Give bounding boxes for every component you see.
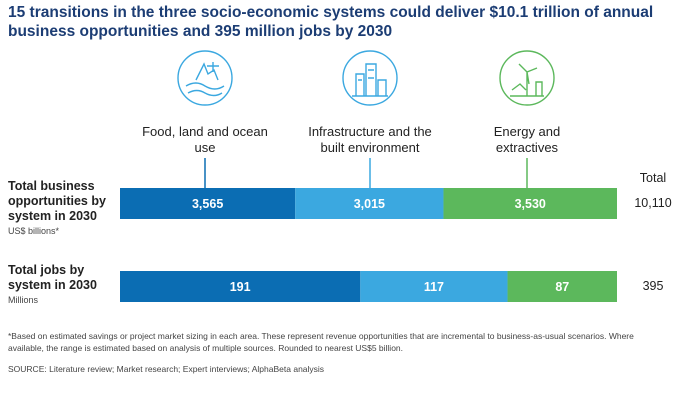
system-label: Infrastructure and the built environment [308, 124, 432, 155]
energy-icon [499, 50, 555, 106]
row-label: Total business opportunities by system i… [8, 179, 120, 239]
row-unit: Millions [8, 295, 39, 305]
icons [177, 50, 555, 106]
row-title: Total jobs by system in 2030 [8, 263, 97, 292]
row-unit: US$ billions* [8, 226, 60, 236]
bar-value-label: 3,015 [354, 197, 385, 211]
row-total: 395 [642, 279, 664, 293]
food-icon [177, 50, 233, 106]
bar-value-label: 117 [424, 280, 444, 294]
source: SOURCE: Literature review; Market resear… [8, 364, 325, 374]
footnote: *Based on estimated savings or project m… [8, 331, 634, 353]
system-label: Energy and extractives [493, 124, 561, 155]
bar-segment [120, 271, 361, 302]
row-total: 10,110 [634, 196, 672, 210]
bar-segment [507, 271, 617, 302]
infrastructure-icon [342, 50, 398, 106]
row-title: Total business opportunities by system i… [8, 179, 106, 223]
bar-value-label: 191 [230, 280, 251, 294]
system-label: Food, land and ocean use [142, 124, 268, 155]
bar-value-label: 3,530 [515, 197, 546, 211]
bar-segment [443, 188, 617, 219]
title: 15 transitions in the three socio-econom… [8, 4, 654, 40]
bar-segment [295, 188, 444, 219]
bar-value-label: 3,565 [192, 197, 223, 211]
row-label: Total jobs by system in 2030 Millions [8, 263, 120, 308]
bar-segment [360, 271, 508, 302]
bar-segment [120, 188, 296, 219]
total-header: Total [639, 171, 667, 185]
bar-value-label: 87 [555, 280, 569, 294]
